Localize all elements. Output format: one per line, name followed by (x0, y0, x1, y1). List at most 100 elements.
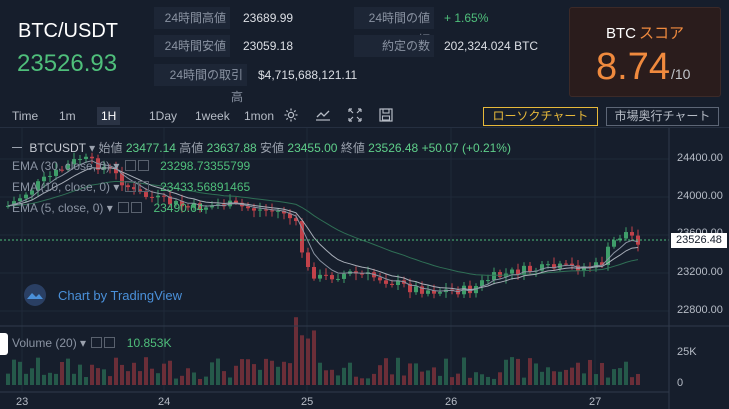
volume-bar (114, 357, 118, 385)
watermark-text: Chart by TradingView (58, 287, 183, 303)
volume-bar (204, 376, 208, 385)
settings-icon[interactable] (124, 160, 136, 171)
pane-resize-handle[interactable] (0, 333, 8, 355)
volume-bar (324, 370, 328, 385)
volume-bar (270, 360, 274, 385)
candle-body (270, 210, 274, 212)
volume-bar (360, 378, 364, 385)
volume-bar (312, 330, 316, 385)
volume-bar (318, 362, 322, 385)
candle-body (18, 198, 22, 202)
volume-bar (492, 378, 496, 385)
volume-bar (198, 378, 202, 385)
save-icon[interactable] (378, 107, 394, 123)
volume-bar (180, 375, 184, 385)
fullscreen-icon[interactable] (347, 107, 363, 123)
gear-icon[interactable] (283, 107, 299, 123)
interval-1h[interactable]: 1H (97, 107, 121, 125)
candle-body (342, 273, 346, 279)
interval-1day[interactable]: 1Day (149, 109, 178, 123)
line-chart-icon[interactable] (315, 107, 331, 123)
candle-body (48, 175, 52, 177)
score-card: BTC スコア 8.74 /10 (569, 7, 721, 97)
candle-body (30, 190, 34, 195)
dropdown-icon[interactable]: ▾ (106, 201, 113, 215)
settings-icon[interactable] (91, 337, 103, 348)
candle-body (414, 286, 418, 293)
candlesticks (6, 152, 640, 299)
chart-canvas[interactable] (0, 128, 729, 409)
volume-bar (486, 376, 490, 385)
price-chart[interactable]: BTCUSDT ▾ 始値 23477.14 高値 23637.88 安値 234… (0, 128, 729, 409)
ema30-line (7, 180, 639, 276)
candle-body (300, 221, 304, 253)
dropdown-icon[interactable]: ▾ (113, 180, 120, 194)
dropdown-icon[interactable]: ▾ (89, 141, 96, 155)
close-label: 終値 (340, 141, 365, 155)
low-24h-value: 23059.18 (243, 39, 294, 53)
open-label: 始値 (98, 141, 123, 155)
volume-bar (156, 373, 160, 385)
dropdown-icon[interactable]: ▾ (80, 336, 87, 350)
score-title: BTC スコア (570, 22, 720, 43)
x-tick: 26 (445, 396, 458, 408)
candle-body (66, 164, 70, 170)
dropdown-icon[interactable]: ▾ (113, 159, 120, 173)
volume-bar (450, 377, 454, 385)
candle-body (390, 283, 394, 286)
change-value: +50.07 (+0.21%) (421, 141, 511, 155)
volume-bar (600, 362, 604, 385)
candle-body (618, 238, 622, 241)
candle-body (330, 275, 334, 280)
interval-1m[interactable]: 1m (59, 109, 76, 123)
volume-bar (498, 372, 502, 385)
candle-body (234, 200, 238, 203)
collapse-icon[interactable] (12, 147, 22, 148)
candle-body (432, 290, 436, 294)
open-value: 23477.14 (125, 141, 176, 155)
volume-bar (342, 367, 346, 385)
ticker-header: BTC/USDT 23526.93 24時間高値 23689.99 24時間安値… (0, 0, 729, 104)
volume-bar (510, 357, 514, 385)
ohlc-legend: BTCUSDT ▾ 始値 23477.14 高値 23637.88 安値 234… (12, 139, 511, 156)
volume-value: 10.853K (126, 336, 172, 350)
volume-bar (390, 374, 394, 385)
chart-toolbar: Time 1m 1H 1Day 1week 1mon ローソクチャート 市場奥行… (0, 103, 729, 128)
close-icon[interactable] (104, 337, 116, 348)
candle-body (276, 210, 280, 212)
candle-body (582, 266, 586, 271)
close-icon[interactable] (131, 202, 143, 213)
volume-bar (570, 367, 574, 385)
volume-bar (588, 359, 592, 385)
close-value: 23526.48 (368, 141, 419, 155)
interval-1mon[interactable]: 1mon (244, 109, 275, 123)
time-label[interactable]: Time (12, 109, 39, 123)
tradingview-watermark[interactable]: Chart by TradingView (22, 284, 182, 306)
interval-1week[interactable]: 1week (195, 109, 230, 123)
candlestick-chart-button[interactable]: ローソクチャート (483, 107, 598, 126)
close-icon[interactable] (137, 181, 149, 192)
candle-body (264, 209, 268, 211)
volume-bar (336, 375, 340, 385)
volume-bar (504, 359, 508, 385)
volume-bar (252, 364, 256, 385)
high-value: 23637.88 (206, 141, 257, 155)
settings-icon[interactable] (124, 181, 136, 192)
volume-bar (288, 363, 292, 385)
volume-bar (306, 338, 310, 385)
candle-body (564, 263, 568, 265)
settings-icon[interactable] (118, 202, 130, 213)
depth-chart-button[interactable]: 市場奥行チャート (606, 107, 719, 126)
volume-bar (246, 359, 250, 385)
close-icon[interactable] (137, 160, 149, 171)
volume-bar (330, 369, 334, 385)
volume-bar (564, 369, 568, 385)
ema-lines (7, 160, 639, 293)
y-tick: 22800.00 (677, 304, 723, 316)
candle-body (54, 169, 58, 176)
volume-bar (234, 365, 238, 385)
candle-body (138, 189, 142, 193)
volume-bar (24, 373, 28, 385)
volume-bar (132, 362, 136, 385)
candle-body (252, 208, 256, 211)
